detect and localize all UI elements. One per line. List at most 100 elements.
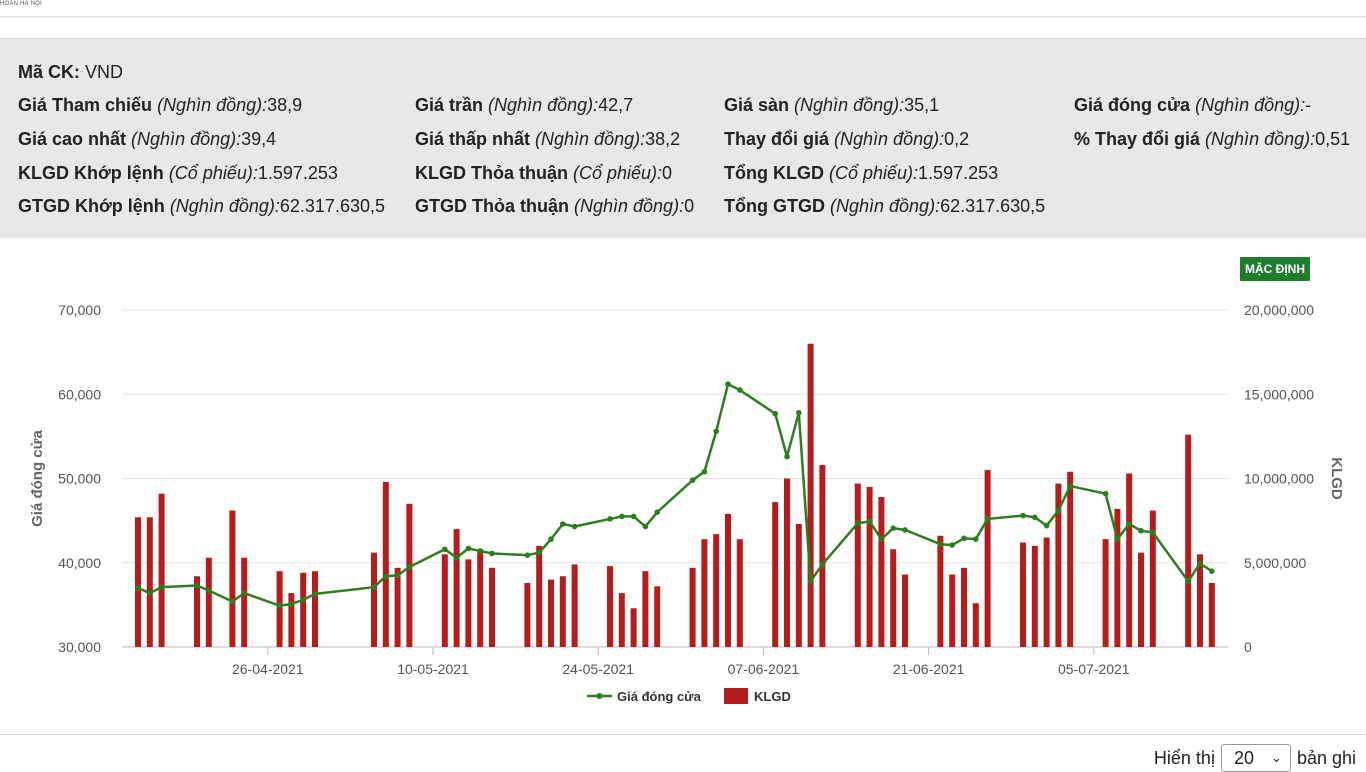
volume-bar [607, 566, 613, 647]
field-value: 39,4 [241, 129, 277, 149]
field-label: Giá trần [415, 95, 484, 115]
y2-tick-label: 10,000,000 [1244, 471, 1314, 487]
price-point [619, 513, 625, 520]
x-tick-label: 10-05-2021 [397, 661, 469, 677]
price-point [158, 584, 165, 590]
info-field: KLGD Khớp lệnh (Cổ phiếu):1.597.253 [18, 162, 338, 184]
page-size-select[interactable]: 20 ⌄ [1220, 744, 1291, 772]
price-point [1185, 578, 1191, 585]
price-point [1055, 507, 1062, 514]
volume-bar [559, 576, 566, 647]
price-point [961, 535, 967, 542]
price-point [607, 516, 613, 522]
x-tick-label: 05-07-2021 [1058, 661, 1130, 677]
price-point [1020, 512, 1026, 519]
price-point [135, 585, 141, 591]
field-value: 1.597.253 [257, 163, 338, 183]
price-point [383, 573, 389, 580]
price-point [406, 564, 413, 570]
price-point [878, 536, 885, 542]
price-point [477, 548, 484, 554]
price-point [300, 597, 307, 603]
y-tick-label: 40,000 [58, 555, 101, 571]
field-label: KLGD Thỏa thuận [415, 163, 568, 183]
pager-suffix: bản ghi [1296, 747, 1356, 768]
volume-bar [1043, 537, 1050, 647]
volume-bar [725, 513, 731, 647]
field-unit: (Nghìn đồng): [574, 196, 685, 216]
volume-bar [736, 539, 743, 647]
field-unit: (Cổ phiếu): [829, 163, 919, 183]
field-label: GTGD Thỏa thuận [415, 196, 569, 216]
field-unit: (Nghìn đồng): [1195, 95, 1306, 115]
volume-bar [1055, 483, 1062, 647]
price-line [137, 382, 1213, 607]
field-value: 0,51 [1315, 129, 1351, 149]
field-value: 0 [662, 163, 673, 183]
price-volume-chart: 30,000 40,000 50,000 60,000 70,000 0 5,000,000… [29, 302, 1345, 704]
volume-bar [1138, 552, 1144, 647]
price-point [973, 536, 979, 542]
price-point [241, 590, 247, 596]
volume-bar [205, 557, 212, 647]
field-unit: (Nghìn đồng): [169, 196, 280, 216]
price-point [1150, 529, 1156, 536]
price-point [855, 520, 861, 526]
price-point [147, 590, 153, 596]
field-unit: (Nghìn đồng): [1205, 129, 1316, 149]
volume-bar [819, 465, 826, 647]
y-tick-label: 60,000 [58, 386, 101, 402]
x-tick-label: 24-05-2021 [562, 661, 634, 677]
price-point [206, 587, 212, 594]
info-field: Giá trần (Nghìn đồng):42,7 [415, 94, 633, 116]
price-point [394, 572, 401, 579]
price-point [713, 428, 719, 435]
info-field: Tổng KLGD (Cổ phiếu):1.597.253 [724, 162, 998, 184]
price-point [1067, 483, 1073, 489]
volume-bar [312, 571, 318, 647]
info-field: Thay đổi giá (Nghìn đồng):0,2 [724, 128, 969, 150]
price-point [571, 523, 578, 530]
volume-bar [371, 552, 377, 647]
field-unit: (Cổ phiếu): [168, 163, 258, 183]
price-point [1032, 514, 1038, 521]
volume-bar [1197, 554, 1203, 647]
volume-bar [571, 564, 578, 647]
footer [0, 734, 1366, 769]
default-button[interactable]: MẶC ĐỊNH [1240, 257, 1310, 281]
price-point [796, 409, 802, 416]
field-unit: (Nghìn đồng): [488, 95, 599, 115]
field-unit: (Nghìn đồng): [794, 95, 905, 115]
volume-bar [536, 545, 543, 647]
volume-bar [618, 593, 625, 647]
price-point [312, 591, 318, 597]
volume-bar [276, 571, 283, 647]
price-point [701, 468, 708, 475]
ma-ck-label: Mã CK: [18, 62, 80, 82]
info-field: Giá thấp nhất (Nghìn đồng):38,2 [415, 128, 680, 150]
field-label: KLGD Khớp lệnh [18, 163, 164, 183]
field-value: 38,9 [267, 95, 303, 115]
field-label: Giá sàn [724, 95, 790, 115]
price-point [902, 527, 908, 533]
volume-bar [441, 554, 448, 647]
price-point [949, 542, 955, 548]
price-point [819, 561, 826, 568]
volume-bar [701, 539, 708, 647]
field-label: % Thay đổi giá [1074, 129, 1201, 149]
volume-bar [772, 502, 779, 647]
price-point [548, 536, 554, 542]
field-label: Tổng KLGD [724, 163, 824, 183]
top-bar: HOÁN HÀ NỘI [0, 0, 1366, 17]
volume-bar [902, 574, 908, 647]
price-point [524, 552, 531, 558]
y-tick-label: 30,000 [58, 639, 101, 655]
price-point [1197, 560, 1203, 567]
price-point [453, 554, 460, 561]
price-point [489, 550, 495, 557]
price-point [194, 582, 200, 589]
volume-bar [1031, 545, 1038, 647]
page-size-value: 20 [1233, 747, 1254, 768]
volume-bar [548, 579, 554, 647]
volume-bar [382, 481, 389, 647]
